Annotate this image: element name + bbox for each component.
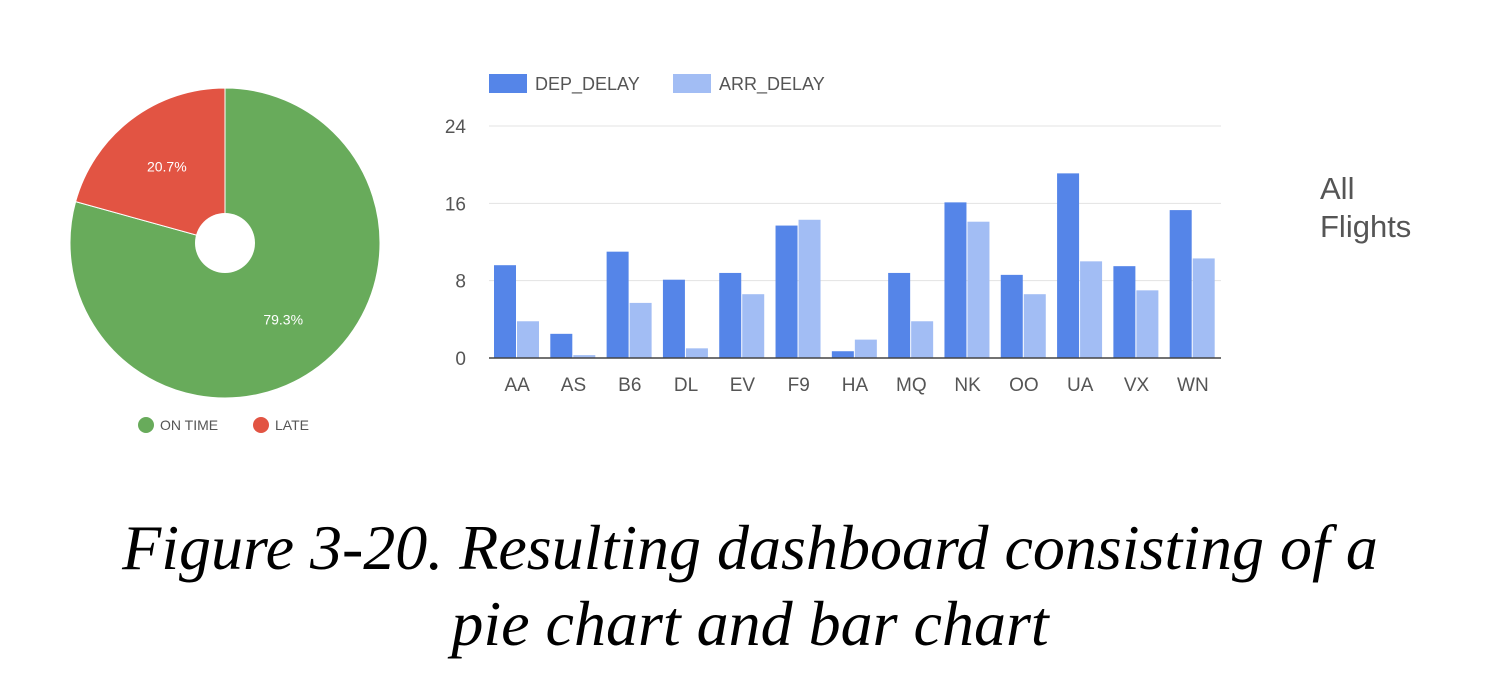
bar-b6-dep-delay — [606, 251, 629, 358]
bar-wn-arr-delay — [1192, 258, 1215, 358]
bar-aa-dep-delay — [494, 265, 516, 358]
x-tick-ua: UA — [1067, 375, 1094, 396]
bar-dl-dep-delay — [662, 279, 685, 358]
bar-ua-dep-delay — [1057, 173, 1080, 358]
pie-label-late: 20.7% — [147, 159, 187, 175]
pie-slice-on-time — [69, 87, 381, 399]
pie-legend-label-on-time: ON TIME — [160, 417, 218, 433]
pie-legend-label-late: LATE — [275, 417, 309, 433]
bar-legend-label-dep-delay: DEP_DELAY — [535, 74, 640, 95]
bar-ua-arr-delay — [1080, 261, 1103, 358]
bar-ha-dep-delay — [831, 351, 854, 358]
bar-oo-arr-delay — [1023, 294, 1046, 358]
pie-label-on-time: 79.3% — [263, 311, 303, 327]
x-tick-ha: HA — [842, 375, 869, 396]
donut-hole — [195, 213, 255, 273]
x-tick-vx: VX — [1124, 375, 1150, 396]
y-tick-24: 24 — [445, 117, 467, 138]
x-tick-f9: F9 — [788, 375, 810, 396]
x-tick-aa: AA — [504, 375, 530, 396]
x-tick-b6: B6 — [618, 375, 641, 396]
x-tick-nk: NK — [954, 375, 981, 396]
bar-mq-dep-delay — [888, 272, 911, 358]
bar-vx-arr-delay — [1136, 290, 1159, 358]
bar-wn-dep-delay — [1169, 210, 1192, 358]
x-tick-as: AS — [561, 375, 586, 396]
pie-legend: ON TIME LATE — [138, 417, 309, 433]
bar-ha-arr-delay — [854, 339, 877, 358]
bar-as-dep-delay — [550, 333, 573, 358]
bar-nk-dep-delay — [944, 202, 967, 358]
dashboard-charts: 79.3% 20.7% ON TIME LATE 0 8 16 24 AA AS B6 DL EV F… — [69, 74, 1221, 433]
bar-mq-arr-delay — [911, 321, 934, 358]
all-flights-label: All Flights — [1320, 170, 1411, 246]
figure-caption-line1: Figure 3-20. Resulting dashboard consist… — [122, 512, 1378, 583]
y-tick-0: 0 — [455, 349, 466, 370]
bar-ev-arr-delay — [742, 294, 765, 358]
figure-caption: Figure 3-20. Resulting dashboard consist… — [0, 510, 1500, 662]
pie-legend-swatch-late — [253, 417, 269, 433]
bar-chart: 0 8 16 24 AA AS B6 DL EV F9 HA MQ NK OO UA VX WN — [445, 117, 1221, 396]
bar-legend-swatch-dep-delay — [489, 74, 527, 93]
bar-dl-arr-delay — [685, 348, 708, 358]
bar-f9-dep-delay — [775, 225, 798, 358]
pie-legend-swatch-on-time — [138, 417, 154, 433]
bar-oo-dep-delay — [1000, 274, 1023, 358]
pie-chart: 79.3% 20.7% — [69, 87, 381, 399]
pie-slice-late — [75, 87, 226, 244]
y-tick-16: 16 — [445, 194, 466, 215]
bar-nk-arr-delay — [967, 221, 990, 358]
all-flights-label-line2: Flights — [1320, 209, 1412, 244]
x-tick-mq: MQ — [896, 375, 927, 396]
bar-vx-dep-delay — [1113, 266, 1136, 358]
bar-ev-dep-delay — [719, 272, 742, 358]
x-tick-oo: OO — [1009, 375, 1039, 396]
figure-caption-line2: pie chart and bar chart — [451, 588, 1049, 659]
bar-f9-arr-delay — [798, 219, 821, 358]
x-tick-dl: DL — [674, 375, 698, 396]
bar-legend: DEP_DELAY ARR_DELAY — [489, 74, 825, 95]
bar-b6-arr-delay — [629, 302, 652, 358]
x-tick-ev: EV — [730, 375, 756, 396]
all-flights-label-line1: All — [1320, 171, 1355, 206]
bar-as-arr-delay — [573, 355, 596, 358]
bar-legend-label-arr-delay: ARR_DELAY — [719, 74, 825, 95]
y-tick-8: 8 — [455, 272, 466, 293]
x-tick-wn: WN — [1177, 375, 1209, 396]
bar-legend-swatch-arr-delay — [673, 74, 711, 93]
bar-aa-arr-delay — [517, 321, 539, 358]
